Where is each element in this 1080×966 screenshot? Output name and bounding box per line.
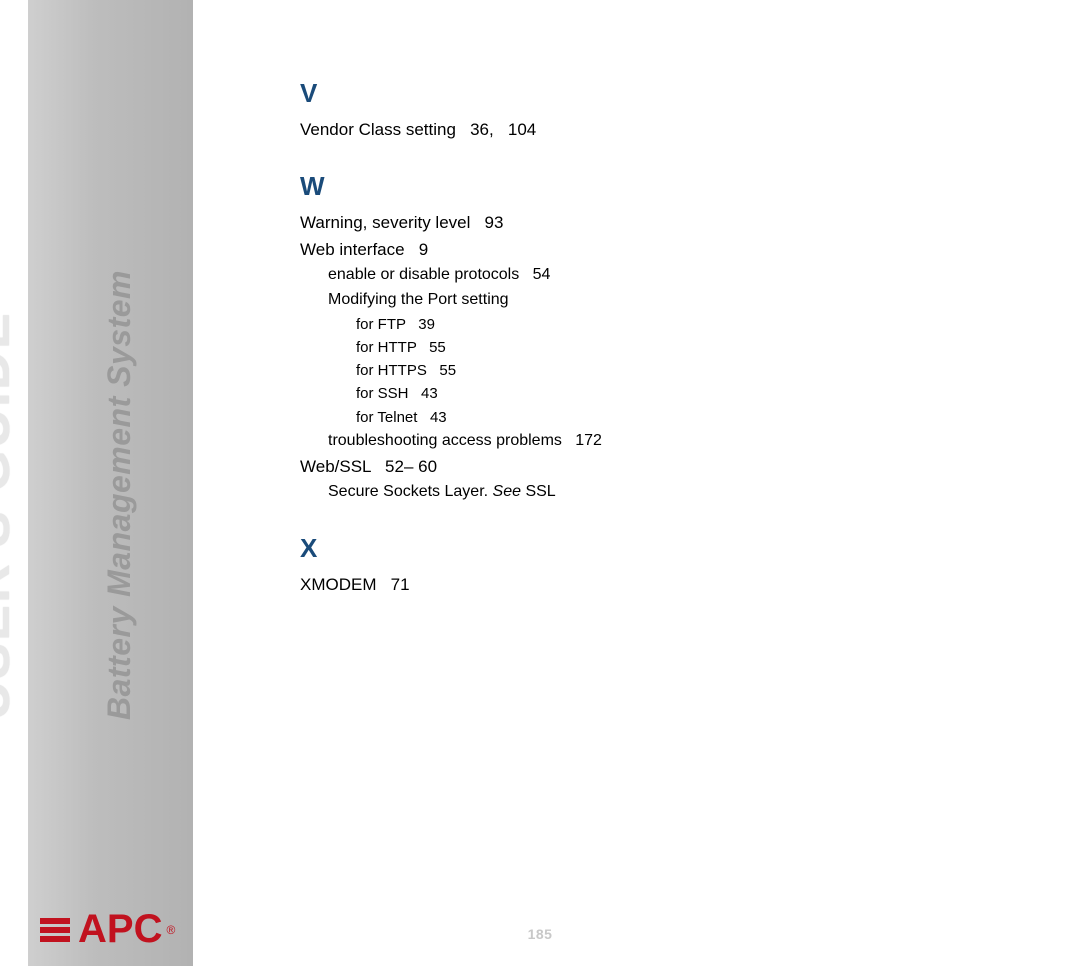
index-entry: for HTTP 55 bbox=[356, 336, 1000, 359]
section-heading: X bbox=[300, 533, 1000, 564]
entry-pages: 93 bbox=[470, 213, 503, 232]
index-entry: Vendor Class setting 36, 104 bbox=[300, 117, 1000, 143]
index-entry: for HTTPS 55 bbox=[356, 359, 1000, 382]
entry-label: Modifying the Port setting bbox=[328, 291, 509, 308]
entry-pages: 55 bbox=[427, 362, 456, 379]
entry-label: SSL bbox=[521, 483, 556, 500]
entry-label: for SSH bbox=[356, 385, 409, 402]
section-heading: V bbox=[300, 78, 1000, 109]
index-entry: for FTP 39 bbox=[356, 313, 1000, 336]
page: USER'S GUIDE Battery Management System A… bbox=[0, 0, 1080, 966]
index-entry: Secure Sockets Layer. See SSL bbox=[328, 480, 1000, 505]
index-entry: Web interface 9 bbox=[300, 237, 1000, 263]
index-entry: enable or disable protocols 54 bbox=[328, 263, 1000, 288]
index-entry: XMODEM 71 bbox=[300, 572, 1000, 598]
entry-pages: 39 bbox=[406, 316, 435, 333]
entry-label: Vendor Class setting bbox=[300, 120, 456, 139]
section-heading: W bbox=[300, 171, 1000, 202]
entry-label: for Telnet bbox=[356, 409, 417, 426]
entry-pages: 54 bbox=[519, 266, 550, 283]
entry-see: See bbox=[493, 483, 521, 500]
entry-pages: 71 bbox=[377, 575, 410, 594]
index-entry: troubleshooting access problems 172 bbox=[328, 429, 1000, 454]
entry-label: Secure Sockets Layer. bbox=[328, 483, 493, 500]
index-entry: for SSH 43 bbox=[356, 382, 1000, 405]
entry-label: for FTP bbox=[356, 316, 406, 333]
entry-pages: 36, 104 bbox=[456, 120, 536, 139]
entry-pages: 43 bbox=[417, 409, 446, 426]
page-number: 185 bbox=[0, 926, 1080, 942]
index-entry: Modifying the Port setting bbox=[328, 288, 1000, 313]
entry-label: enable or disable protocols bbox=[328, 266, 519, 283]
entry-pages: 9 bbox=[405, 240, 429, 259]
entry-pages: 52– 60 bbox=[371, 457, 437, 476]
entry-label: for HTTP bbox=[356, 339, 417, 356]
entry-label: Warning, severity level bbox=[300, 213, 470, 232]
index-entry: for Telnet 43 bbox=[356, 406, 1000, 429]
title-main: USER'S GUIDE bbox=[0, 311, 22, 720]
entry-label: Web interface bbox=[300, 240, 405, 259]
index-entry: Web/SSL 52– 60 bbox=[300, 454, 1000, 480]
title-sub: Battery Management System bbox=[101, 270, 138, 720]
sidebar: USER'S GUIDE Battery Management System A… bbox=[28, 0, 193, 966]
entry-pages: 55 bbox=[417, 339, 446, 356]
entry-label: for HTTPS bbox=[356, 362, 427, 379]
index-entry: Warning, severity level 93 bbox=[300, 210, 1000, 236]
entry-label: troubleshooting access problems bbox=[328, 432, 562, 449]
entry-pages: 172 bbox=[562, 432, 602, 449]
entry-label: Web/SSL bbox=[300, 457, 371, 476]
entry-label: XMODEM bbox=[300, 575, 377, 594]
index-content: V Vendor Class setting 36, 104 W Warning… bbox=[300, 78, 1000, 598]
entry-pages: 43 bbox=[409, 385, 438, 402]
